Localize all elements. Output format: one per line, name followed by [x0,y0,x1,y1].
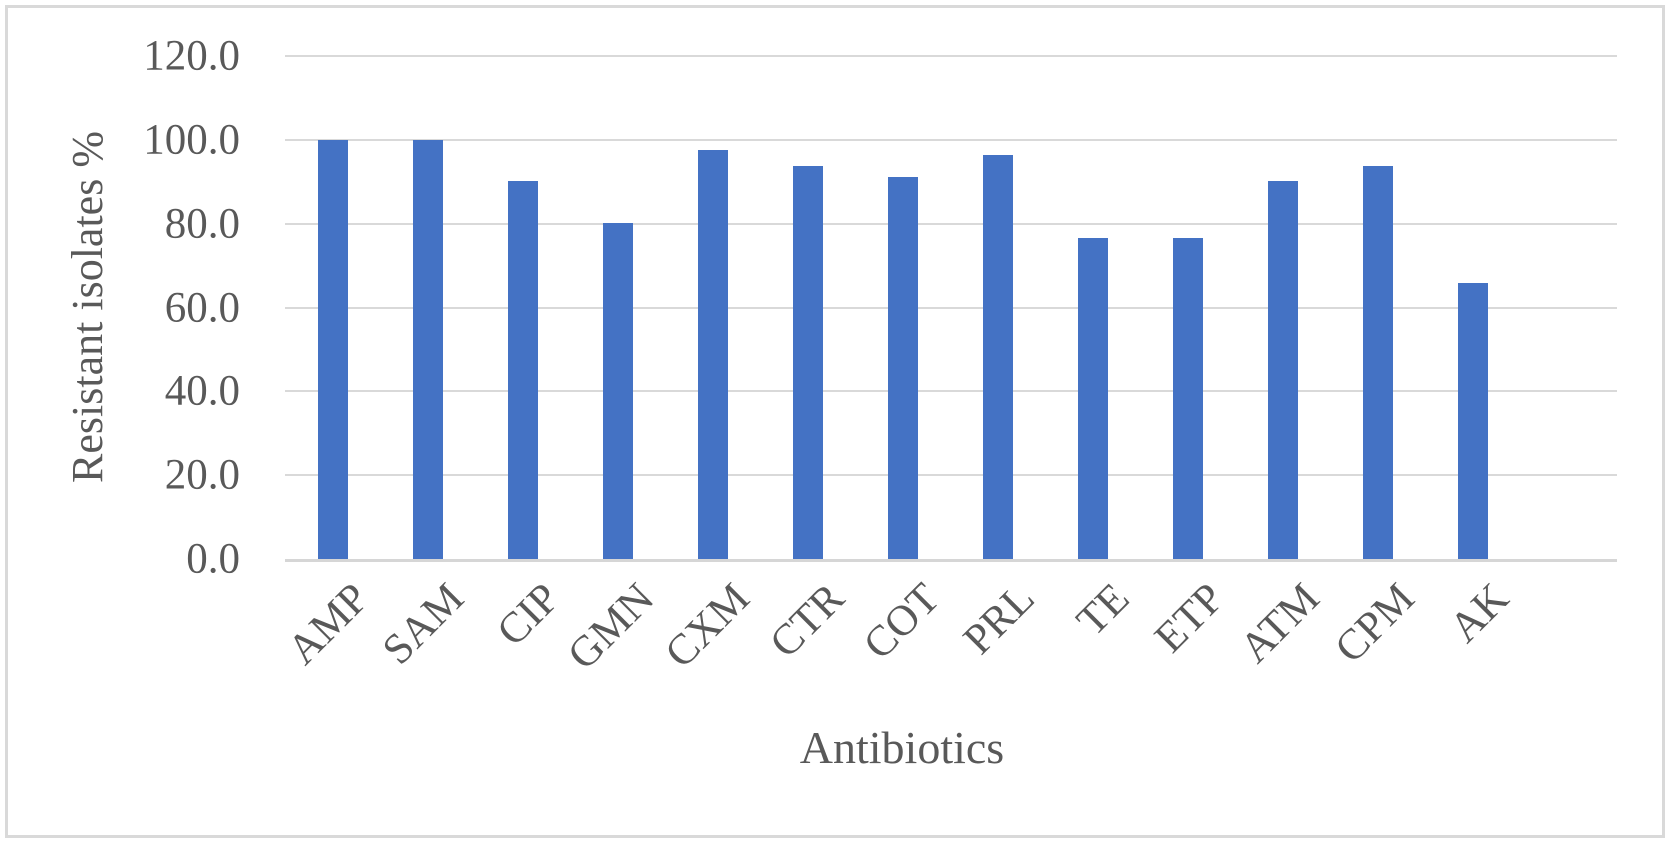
bar-CIP [507,181,538,559]
bar-SAM [412,140,443,559]
gridline-40 [285,390,1617,393]
y-tick-20.0: 20.0 [164,451,240,499]
x-axis-title: Antibiotics [799,722,1005,773]
y-tick-40.0: 40.0 [164,367,240,415]
y-tick-120.0: 120.0 [143,32,240,80]
gridline-20 [285,474,1617,477]
y-axis-title: Resistant isolates % [63,131,112,483]
x-axis-line [285,559,1617,562]
gridline-60 [285,306,1617,309]
y-tick-0.0: 0.0 [186,535,240,583]
y-tick-60.0: 60.0 [164,284,240,332]
y-tick-80.0: 80.0 [164,200,240,248]
bar-ETP [1172,237,1203,559]
bar-AK [1457,283,1488,559]
gridline-80 [285,222,1617,225]
bar-CXM [697,150,728,559]
bar-CPM [1362,166,1393,559]
y-tick-100.0: 100.0 [143,116,240,164]
bar-CTR [792,166,823,559]
bar-GMN [602,222,633,559]
bar-ATM [1267,181,1298,559]
bar-TE [1077,237,1108,559]
bar-COT [887,176,918,559]
gridline-100 [285,139,1617,141]
bar-AMP [317,140,348,559]
bar-PRL [982,155,1013,559]
chart-border [5,5,1665,838]
gridline-120 [285,55,1617,58]
